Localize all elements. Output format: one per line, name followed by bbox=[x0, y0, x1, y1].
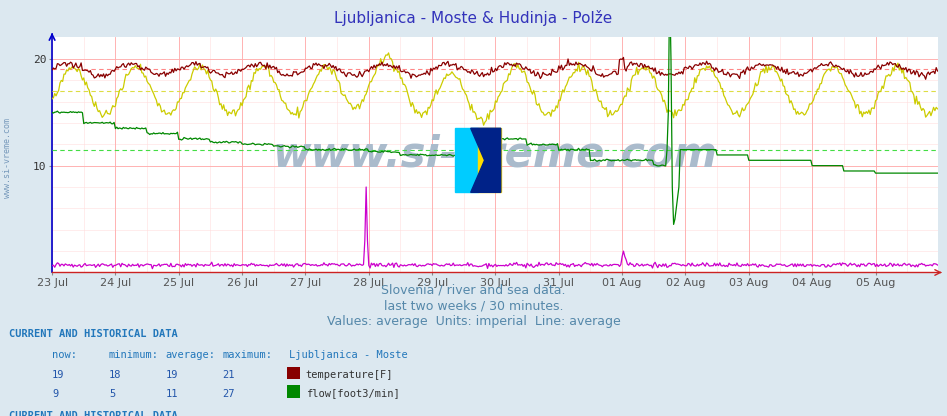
Text: minimum:: minimum: bbox=[109, 350, 159, 360]
Text: Values: average  Units: imperial  Line: average: Values: average Units: imperial Line: av… bbox=[327, 315, 620, 328]
Text: Slovenia / river and sea data.: Slovenia / river and sea data. bbox=[382, 284, 565, 297]
Bar bbox=[477, 128, 501, 192]
Text: www.si-vreme.com: www.si-vreme.com bbox=[273, 134, 717, 176]
Text: last two weeks / 30 minutes.: last two weeks / 30 minutes. bbox=[384, 300, 563, 312]
Text: 9: 9 bbox=[52, 389, 59, 399]
Text: 11: 11 bbox=[166, 389, 178, 399]
Text: 19: 19 bbox=[52, 370, 64, 380]
Text: flow[foot3/min]: flow[foot3/min] bbox=[306, 389, 400, 399]
Text: temperature[F]: temperature[F] bbox=[306, 370, 393, 380]
Text: Ljubljanica - Moste & Hudinja - Polže: Ljubljanica - Moste & Hudinja - Polže bbox=[334, 10, 613, 26]
Text: www.si-vreme.com: www.si-vreme.com bbox=[3, 118, 12, 198]
Text: 19: 19 bbox=[166, 370, 178, 380]
Bar bbox=[455, 128, 477, 192]
Text: 27: 27 bbox=[223, 389, 235, 399]
Text: 18: 18 bbox=[109, 370, 121, 380]
Text: 5: 5 bbox=[109, 389, 116, 399]
Text: Ljubljanica - Moste: Ljubljanica - Moste bbox=[289, 350, 407, 360]
Text: CURRENT AND HISTORICAL DATA: CURRENT AND HISTORICAL DATA bbox=[9, 411, 178, 416]
Text: 21: 21 bbox=[223, 370, 235, 380]
Text: now:: now: bbox=[52, 350, 77, 360]
Text: CURRENT AND HISTORICAL DATA: CURRENT AND HISTORICAL DATA bbox=[9, 329, 178, 339]
Text: maximum:: maximum: bbox=[223, 350, 273, 360]
Polygon shape bbox=[471, 128, 501, 192]
Text: average:: average: bbox=[166, 350, 216, 360]
